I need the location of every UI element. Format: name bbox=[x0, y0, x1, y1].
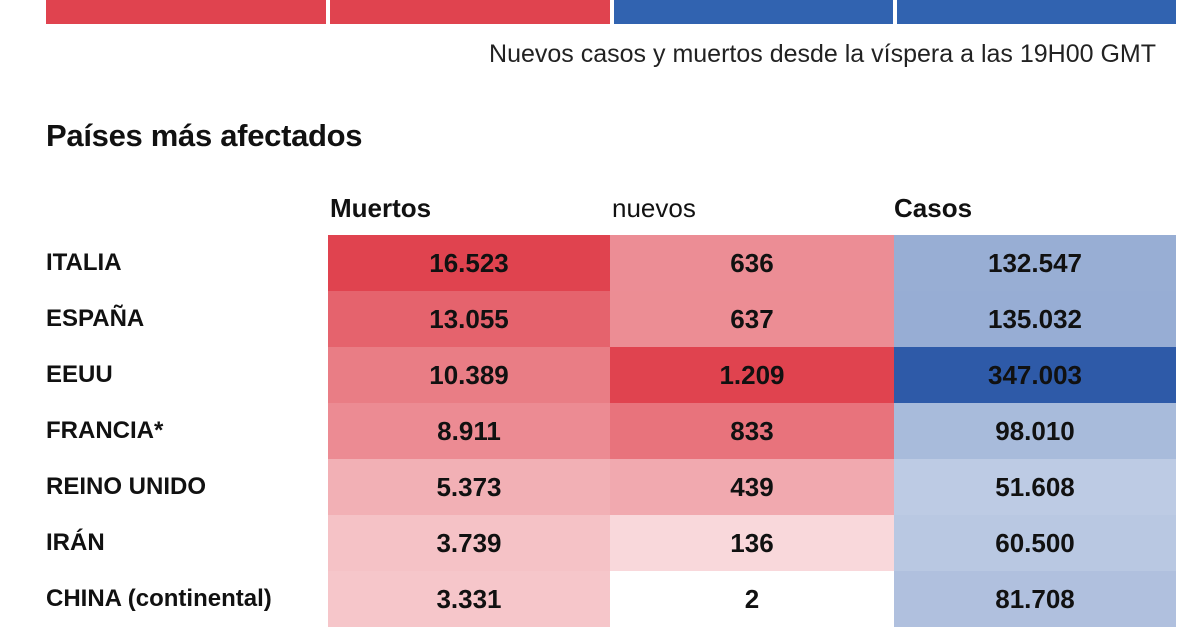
cell-nuevos: 833 bbox=[610, 403, 894, 459]
cell-casos: 60.500 bbox=[894, 515, 1176, 571]
section-title: Países más afectados bbox=[46, 118, 363, 153]
cell-muertos: 10.389 bbox=[328, 347, 610, 403]
top-bar-red-2 bbox=[330, 0, 610, 24]
subtitle: Nuevos casos y muertos desde la víspera … bbox=[489, 40, 1156, 68]
row-label-country: IRÁN bbox=[46, 529, 105, 556]
cell-nuevos: 1.209 bbox=[610, 347, 894, 403]
cell-casos: 135.032 bbox=[894, 291, 1176, 347]
cell-casos: 132.547 bbox=[894, 235, 1176, 291]
row-label-country: FRANCIA* bbox=[46, 417, 164, 444]
top-bar-blue-1 bbox=[614, 0, 893, 24]
cell-muertos: 16.523 bbox=[328, 235, 610, 291]
row-label-country: ITALIA bbox=[46, 249, 122, 276]
cell-nuevos: 636 bbox=[610, 235, 894, 291]
cell-nuevos: 136 bbox=[610, 515, 894, 571]
row-label-country: EEUU bbox=[46, 361, 113, 388]
cell-muertos: 3.739 bbox=[328, 515, 610, 571]
top-color-bars bbox=[46, 0, 1176, 24]
column-header-casos: Casos bbox=[894, 193, 973, 223]
top-bar-blue-2 bbox=[897, 0, 1176, 24]
cell-casos: 81.708 bbox=[894, 571, 1176, 627]
cell-muertos: 5.373 bbox=[328, 459, 610, 515]
cell-nuevos: 2 bbox=[610, 571, 894, 627]
column-header-nuevos: nuevos bbox=[612, 193, 696, 223]
row-label-country: ESPAÑA bbox=[46, 305, 145, 332]
cell-casos: 51.608 bbox=[894, 459, 1176, 515]
cell-muertos: 8.911 bbox=[328, 403, 610, 459]
top-bar-red-1 bbox=[46, 0, 326, 24]
column-header-muertos: Muertos bbox=[330, 193, 432, 223]
cell-nuevos: 637 bbox=[610, 291, 894, 347]
cell-casos: 98.010 bbox=[894, 403, 1176, 459]
row-label-country: REINO UNIDO bbox=[46, 473, 207, 500]
cell-muertos: 13.055 bbox=[328, 291, 610, 347]
cell-nuevos: 439 bbox=[610, 459, 894, 515]
cell-casos: 347.003 bbox=[894, 347, 1176, 403]
cell-muertos: 3.331 bbox=[328, 571, 610, 627]
row-label-country: CHINA (continental) bbox=[46, 585, 272, 612]
